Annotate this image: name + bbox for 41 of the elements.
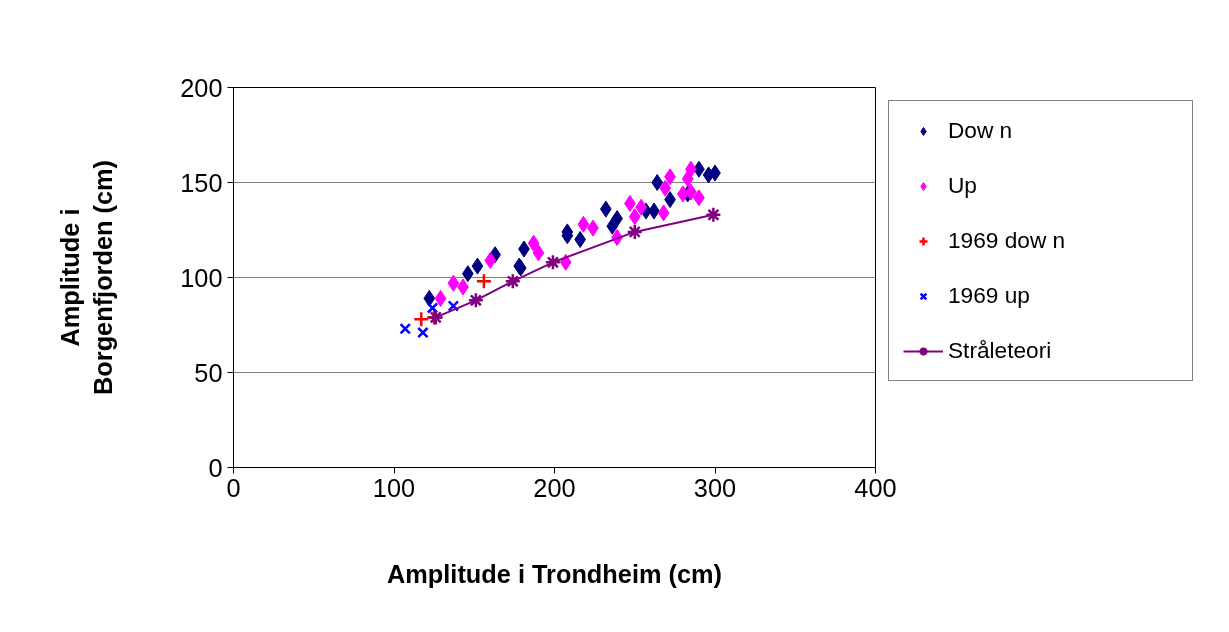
point xyxy=(471,257,484,275)
point xyxy=(423,289,436,307)
point xyxy=(434,289,447,307)
point xyxy=(417,326,429,339)
legend-label: Dow n xyxy=(948,116,1014,145)
y-tick-label: 100 xyxy=(180,263,223,292)
legend-label: 1969 dow n xyxy=(948,226,1067,255)
point xyxy=(705,206,722,224)
y-tick-label: 150 xyxy=(180,168,223,197)
point xyxy=(475,273,493,290)
x-tick-label: 0 xyxy=(226,473,241,502)
x-tick-label: 200 xyxy=(533,473,576,502)
point xyxy=(527,234,540,252)
point xyxy=(577,215,590,233)
y-tick-label: 0 xyxy=(208,453,223,482)
point xyxy=(399,322,412,335)
point xyxy=(657,204,670,222)
point xyxy=(532,244,545,262)
legend-label: Stråleteori xyxy=(948,336,1053,365)
x-tick-label: 100 xyxy=(372,473,416,502)
point xyxy=(504,273,522,290)
x-tick-label: 400 xyxy=(854,473,897,502)
legend-label: 1969 up xyxy=(948,281,1031,310)
point xyxy=(626,223,643,241)
point xyxy=(628,208,641,226)
x-tick-label: 300 xyxy=(693,473,737,502)
point xyxy=(426,302,439,314)
point xyxy=(651,174,664,191)
point xyxy=(413,311,430,328)
point xyxy=(544,254,562,271)
point xyxy=(467,292,485,309)
point xyxy=(574,231,587,248)
y-tick-label: 200 xyxy=(180,73,223,102)
point xyxy=(447,274,460,292)
x-axis-title: Amplitude i Trondheim (cm) xyxy=(387,559,722,588)
point xyxy=(659,179,672,197)
point xyxy=(484,251,497,269)
y-axis-title: Amplitude i Borgenfjorden (cm) xyxy=(55,160,118,395)
legend-label: Up xyxy=(948,171,978,200)
point xyxy=(447,300,460,312)
y-tick-label: 50 xyxy=(194,358,223,387)
